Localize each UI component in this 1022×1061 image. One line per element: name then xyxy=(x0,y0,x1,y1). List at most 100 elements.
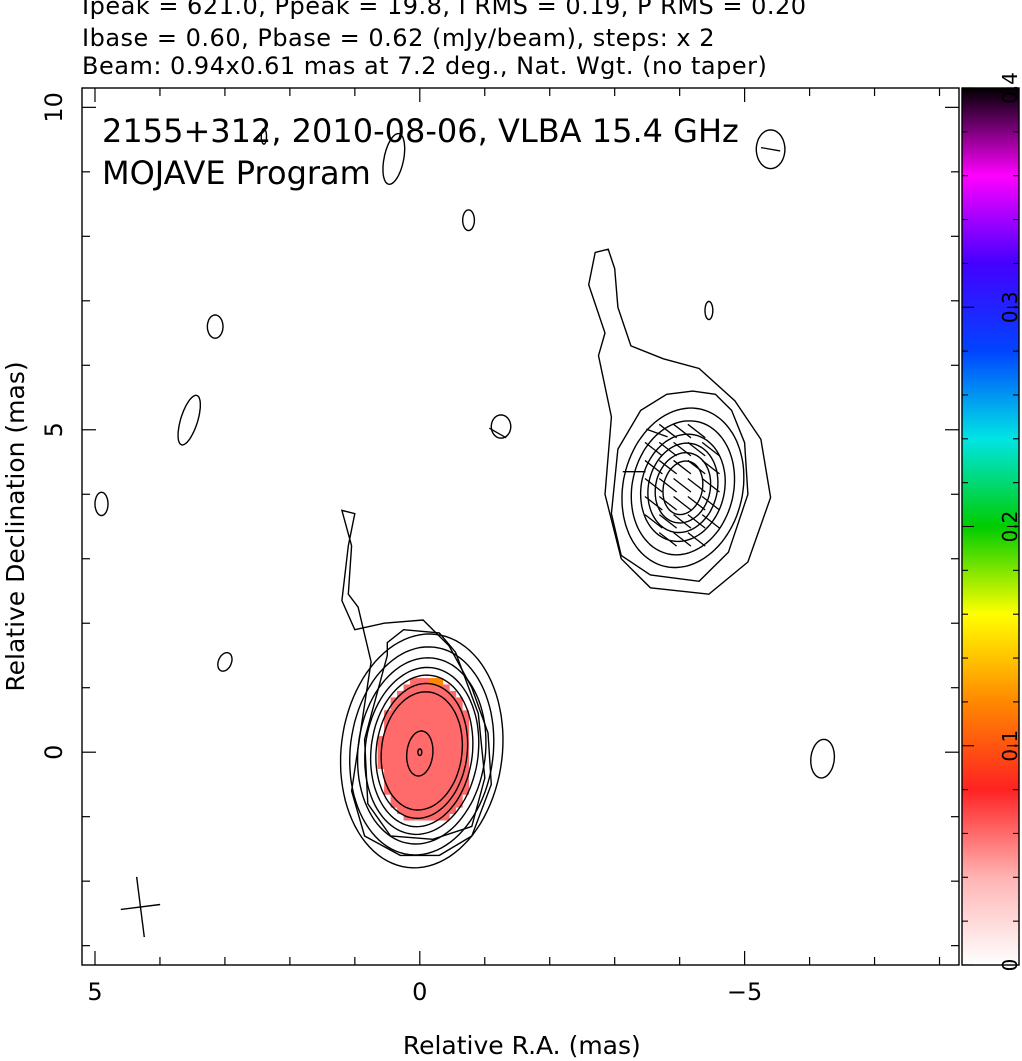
pol-cell xyxy=(436,774,444,782)
pol-cell xyxy=(397,710,405,718)
pol-cell xyxy=(436,736,444,744)
evpa-tick xyxy=(644,441,663,457)
pol-cell xyxy=(423,678,431,686)
pol-cell xyxy=(384,710,392,718)
pol-cell xyxy=(423,710,431,718)
map-title-line: MOJAVE Program xyxy=(102,154,371,192)
pol-cell xyxy=(390,761,398,769)
knot-contour xyxy=(639,433,726,543)
pol-cell xyxy=(423,794,431,802)
pol-cell xyxy=(416,774,424,782)
pol-cell xyxy=(423,690,431,698)
pol-cell xyxy=(423,807,431,815)
pol-cell xyxy=(455,800,463,808)
intensity-contours xyxy=(94,127,836,869)
pol-cell xyxy=(462,755,470,763)
noise-contour xyxy=(94,491,109,517)
pol-cell xyxy=(410,794,418,802)
core-contour xyxy=(348,646,495,856)
pol-cell xyxy=(397,742,405,750)
pol-cell xyxy=(397,748,405,757)
pol-cell xyxy=(449,748,457,757)
evpa-tick xyxy=(644,477,663,493)
pol-cell xyxy=(403,703,411,711)
knot-contour xyxy=(621,407,745,569)
pol-cell xyxy=(429,723,437,731)
pol-cell xyxy=(436,678,444,686)
pol-cell xyxy=(416,729,424,737)
pol-cell xyxy=(442,684,450,692)
pol-cell xyxy=(397,781,405,789)
pol-cell xyxy=(416,748,424,757)
pol-cell xyxy=(397,794,405,802)
pol-cell xyxy=(397,723,405,731)
pol-cell xyxy=(442,703,450,711)
noise-contour xyxy=(382,132,406,186)
pol-cell xyxy=(384,787,392,795)
pol-cell xyxy=(416,761,424,769)
pol-cell xyxy=(449,710,457,718)
pol-cell xyxy=(436,787,444,795)
beam-minor-axis xyxy=(120,903,161,911)
pol-cell xyxy=(449,736,457,744)
pol-cell xyxy=(416,703,424,711)
pol-cell xyxy=(410,768,418,776)
core-contour xyxy=(369,674,474,828)
pol-cell xyxy=(436,703,444,711)
pol-cell xyxy=(384,729,392,737)
pol-cell xyxy=(410,684,418,692)
pol-cell xyxy=(416,768,424,776)
polarization-fraction-layer xyxy=(377,678,470,821)
pol-cell xyxy=(397,697,405,705)
pol-cell xyxy=(390,703,398,711)
pol-cell xyxy=(410,697,418,705)
evpa-tick xyxy=(673,441,692,457)
pol-cell xyxy=(410,742,418,750)
pol-cell xyxy=(436,800,444,808)
pol-cell xyxy=(462,748,470,757)
pol-cell xyxy=(403,768,411,776)
pol-cell xyxy=(403,800,411,808)
colorbar-tick-label: 0.2 xyxy=(998,511,1022,543)
pol-cell xyxy=(390,736,398,744)
evpa-tick xyxy=(644,496,663,511)
pol-cell xyxy=(436,684,444,692)
pol-cell xyxy=(449,690,457,698)
pol-cell xyxy=(429,781,437,789)
pol-cell xyxy=(449,807,457,815)
pol-cell xyxy=(397,736,405,744)
pol-cell xyxy=(397,729,405,737)
evpa-tick xyxy=(658,423,678,439)
x-tick-label: −5 xyxy=(727,978,762,1006)
pol-cell xyxy=(397,761,405,769)
pol-cell xyxy=(423,716,431,724)
pol-cell xyxy=(429,787,437,795)
x-axis-label: Relative R.A. (mas) xyxy=(403,1031,641,1060)
pol-cell xyxy=(423,787,431,795)
pol-cell xyxy=(390,723,398,731)
pol-cell xyxy=(429,703,437,711)
pol-cell xyxy=(462,716,470,724)
pol-cell xyxy=(442,690,450,698)
pol-cell xyxy=(429,755,437,763)
pol-cell xyxy=(436,742,444,750)
pol-cell xyxy=(397,807,405,815)
plot-border xyxy=(81,87,960,966)
pol-cell xyxy=(397,703,405,711)
evpa-tick xyxy=(687,496,706,511)
pol-cell xyxy=(410,710,418,718)
pol-cell xyxy=(410,729,418,737)
pol-cell xyxy=(449,800,457,808)
pol-cell xyxy=(442,794,450,802)
pol-cell xyxy=(416,742,424,750)
pol-cell xyxy=(423,742,431,750)
pol-cell xyxy=(449,697,457,705)
pol-cell xyxy=(384,723,392,731)
pol-cell xyxy=(429,716,437,724)
pol-cell xyxy=(384,774,392,782)
pol-cell xyxy=(449,787,457,795)
pol-cell xyxy=(416,736,424,744)
pol-cell xyxy=(449,774,457,782)
pol-cell xyxy=(436,794,444,802)
pol-cell xyxy=(403,697,411,705)
